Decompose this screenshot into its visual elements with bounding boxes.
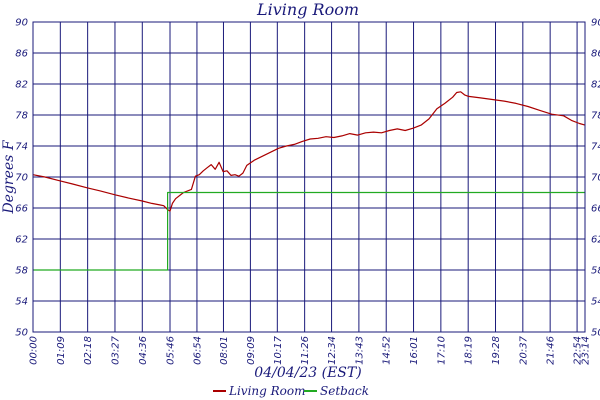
x-tick-label: 09:09 [246, 336, 257, 365]
y-tick-label-left: 86 [15, 49, 28, 60]
x-tick-label: 13:43 [354, 336, 365, 365]
x-tick-label: 17:10 [436, 336, 447, 365]
x-tick-label: 10:17 [273, 335, 284, 364]
legend-label: Setback [320, 384, 369, 398]
x-tick-label: 08:01 [219, 336, 230, 365]
series-lines [32, 91, 586, 271]
series-line-setback [33, 191, 585, 271]
plot-frame [32, 21, 586, 333]
y-tick-label-right: 86 [591, 49, 600, 60]
x-tick-label: 12:34 [327, 336, 338, 365]
y-tick-label-left: 78 [15, 111, 28, 122]
x-tick-label: 22:54 [573, 336, 584, 365]
x-tick-label: 20:37 [518, 335, 529, 364]
y-axis-label: Degrees F [1, 139, 17, 214]
x-tick-label: 06:54 [192, 336, 203, 365]
series-line-living-room [32, 91, 586, 212]
y-tick-labels-left: 50 54 58 62 66 70 74 78 82 86 90 [15, 18, 28, 339]
x-tick-label: 18:19 [464, 336, 475, 365]
x-tick-label: 00:00 [29, 336, 40, 365]
y-tick-label-right: 66 [591, 204, 600, 215]
x-tick-label: 16:01 [409, 336, 420, 365]
y-tick-label-right: 78 [591, 111, 600, 122]
x-tick-label: 11:26 [300, 336, 311, 365]
x-tick-label: 04:36 [138, 336, 149, 365]
x-tick-label: 14:52 [382, 336, 393, 365]
x-tick-label: 05:46 [166, 336, 177, 365]
y-tick-label-right: 50 [591, 328, 600, 339]
x-tick-label: 01:09 [56, 336, 67, 365]
x-tick-label: 21:46 [546, 336, 557, 365]
y-tick-label-right: 54 [591, 297, 600, 308]
y-tick-label-left: 58 [15, 266, 28, 277]
y-tick-label-right: 58 [591, 266, 600, 277]
y-tick-label-right: 62 [591, 235, 600, 246]
y-tick-label-left: 90 [15, 18, 28, 29]
x-tick-labels: 00:00 01:09 02:18 03:27 04:36 05:46 06:54 08:01… [29, 335, 592, 364]
y-tick-label-right: 82 [591, 80, 600, 91]
y-tick-label-right: 70 [591, 173, 600, 184]
y-tick-label-right: 74 [591, 142, 600, 153]
y-tick-label-left: 62 [15, 235, 28, 246]
y-tick-label-left: 82 [15, 80, 28, 91]
y-tick-label-right: 90 [591, 18, 600, 29]
x-tick-label: 19:28 [491, 336, 502, 365]
x-tick-label: 03:27 [110, 335, 121, 364]
y-tick-label-left: 54 [15, 297, 28, 308]
chart-title: Living Room [256, 0, 359, 19]
x-axis-label: 04/04/23 (EST) [254, 365, 361, 381]
y-tick-label-left: 66 [15, 204, 28, 215]
y-tick-label-left: 70 [15, 173, 28, 184]
legend: Living Room Setback [213, 384, 369, 398]
y-tick-label-left: 74 [15, 142, 28, 153]
y-tick-label-left: 50 [15, 328, 28, 339]
x-tick-label: 23:14 [581, 336, 592, 365]
y-tick-labels-right: 50 54 58 62 66 70 74 78 82 86 90 [591, 18, 600, 339]
x-tick-label: 02:18 [83, 336, 94, 365]
grid [32, 21, 586, 333]
legend-label: Living Room [228, 384, 306, 398]
